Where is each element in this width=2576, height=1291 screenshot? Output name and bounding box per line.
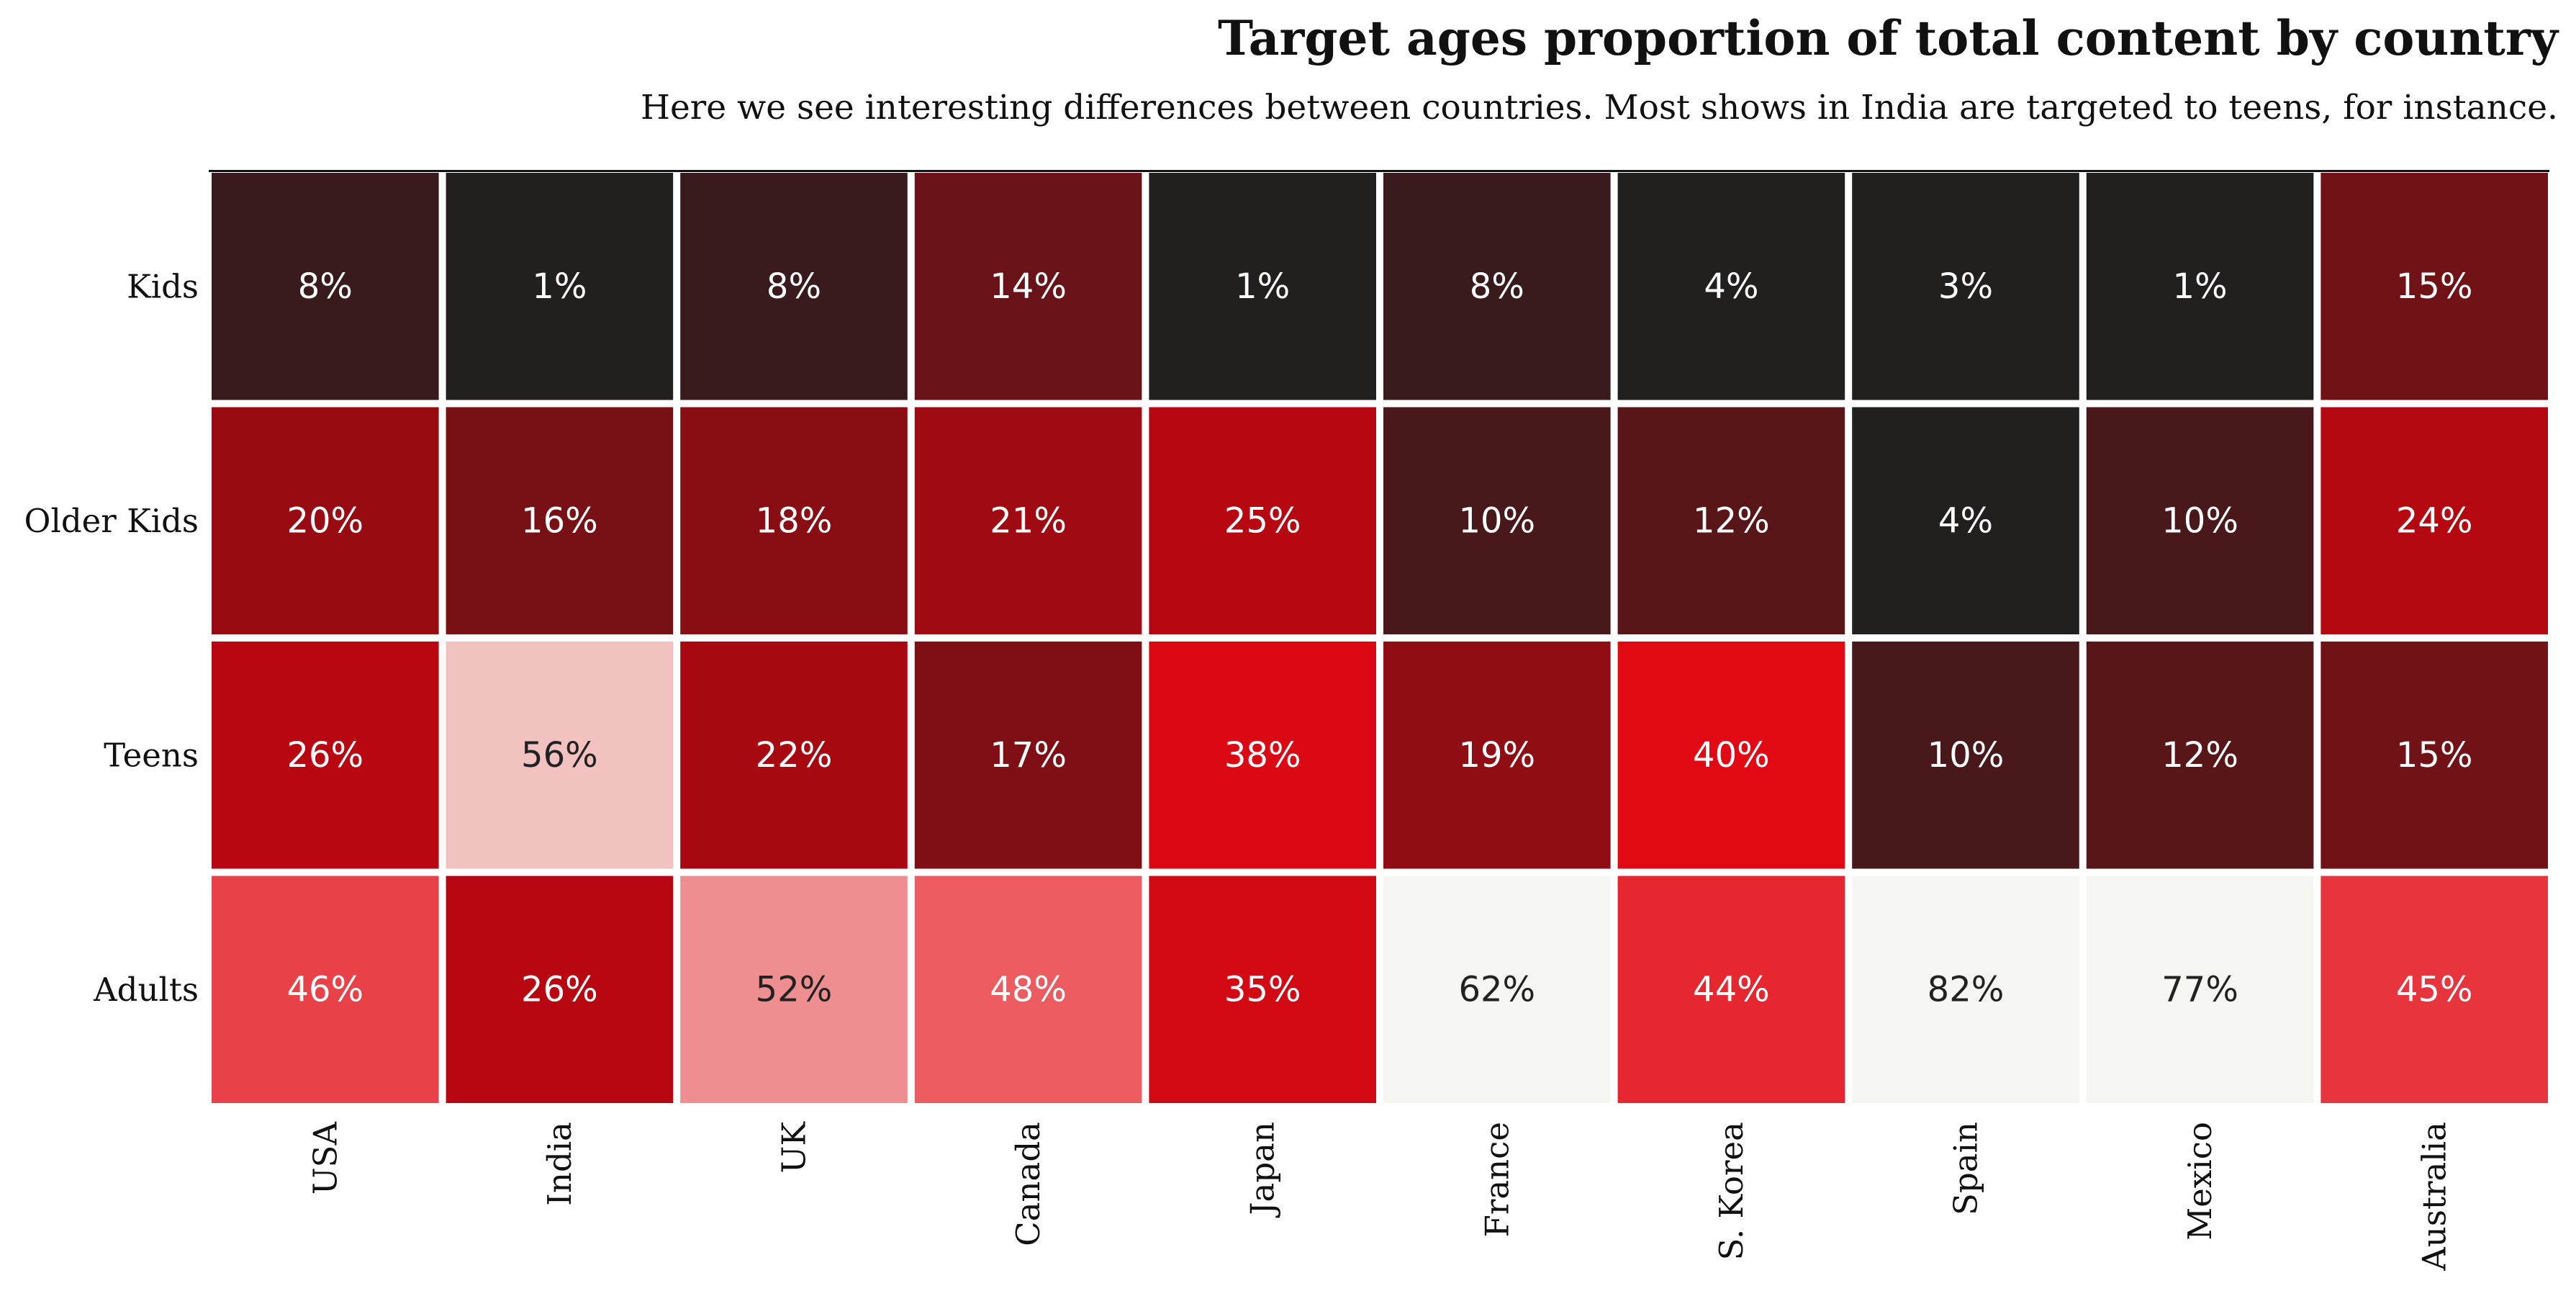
x-tick-label: USA	[306, 1121, 344, 1195]
heatmap-cell	[1383, 642, 1611, 869]
cell-value-label: 12%	[2161, 735, 2238, 775]
cell-value-label: 8%	[767, 266, 821, 307]
cell-value-label: 48%	[990, 969, 1067, 1009]
cell-value-label: 62%	[1458, 969, 1535, 1009]
heatmap-cell	[1617, 173, 1845, 400]
x-tick-label: France	[1478, 1122, 1516, 1237]
heatmap-cell	[1852, 642, 2079, 869]
heatmap-cell	[914, 642, 1142, 869]
cell-value-label: 26%	[286, 735, 363, 775]
cell-value-label: 10%	[1928, 735, 2005, 775]
heatmap-cell	[1383, 173, 1611, 400]
heatmap-cell	[914, 876, 1142, 1103]
heatmap-cell	[680, 407, 908, 634]
heatmap-cell	[1149, 876, 1376, 1103]
cell-value-label: 15%	[2396, 266, 2473, 307]
heatmap-cell	[1383, 876, 1611, 1103]
heatmap-cell	[446, 642, 674, 869]
heatmap-cell	[446, 173, 674, 400]
cell-value-label: 1%	[532, 266, 587, 307]
title-divider	[209, 170, 2549, 172]
heatmap-cell	[914, 173, 1142, 400]
y-tick-label: Teens	[104, 736, 199, 774]
heatmap-cell	[1149, 642, 1376, 869]
cell-value-label: 10%	[2161, 500, 2238, 541]
heatmap-cell	[212, 407, 439, 634]
cell-value-label: 82%	[1928, 969, 2005, 1009]
heatmap-cell	[2320, 642, 2548, 869]
x-tick-label: UK	[775, 1121, 813, 1174]
heatmap-cell	[1617, 642, 1845, 869]
heatmap-cell	[680, 876, 908, 1103]
cell-value-label: 45%	[2396, 969, 2473, 1009]
cell-value-label: 38%	[1224, 735, 1301, 775]
heatmap-cell	[680, 642, 908, 869]
cell-value-label: 16%	[521, 500, 598, 541]
x-tick-label: Japan	[1244, 1122, 1282, 1218]
cell-value-label: 8%	[1470, 266, 1524, 307]
heatmap-cell	[1852, 407, 2079, 634]
cell-value-label: 17%	[990, 735, 1067, 775]
y-tick-label: Adults	[93, 971, 199, 1009]
cell-value-label: 8%	[298, 266, 353, 307]
cell-value-label: 35%	[1224, 969, 1301, 1009]
heatmap-cell	[1852, 173, 2079, 400]
cell-value-label: 52%	[756, 969, 833, 1009]
cell-value-label: 4%	[1938, 500, 1993, 541]
heatmap-cell	[212, 173, 439, 400]
cell-value-label: 56%	[521, 735, 598, 775]
heatmap-cell	[446, 876, 674, 1103]
cell-value-label: 19%	[1458, 735, 1535, 775]
cell-value-label: 46%	[286, 969, 363, 1009]
cell-value-label: 4%	[1704, 266, 1758, 307]
heatmap-cell	[212, 876, 439, 1103]
heatmap-cell	[1149, 173, 1376, 400]
heatmap-cell	[680, 173, 908, 400]
heatmap-cell	[446, 407, 674, 634]
chart-title: Target ages proportion of total content …	[1218, 10, 2558, 66]
x-tick-label: Australia	[2415, 1122, 2454, 1272]
heatmap-cell	[914, 407, 1142, 634]
cell-value-label: 22%	[756, 735, 833, 775]
cell-value-label: 26%	[521, 969, 598, 1009]
heatmap-cell	[1852, 876, 2079, 1103]
cell-value-label: 21%	[990, 500, 1067, 541]
y-tick-label: Kids	[127, 267, 199, 305]
cell-value-label: 15%	[2396, 735, 2473, 775]
cell-value-label: 20%	[286, 500, 363, 541]
heatmap-cell	[2086, 642, 2314, 869]
cell-value-label: 1%	[2173, 266, 2228, 307]
cell-value-label: 25%	[1224, 500, 1301, 541]
cell-value-label: 24%	[2396, 500, 2473, 541]
cell-value-label: 1%	[1235, 266, 1290, 307]
cell-value-label: 10%	[1458, 500, 1535, 541]
cell-value-label: 3%	[1938, 266, 1993, 307]
x-tick-label: Canada	[1009, 1122, 1047, 1246]
cell-value-label: 40%	[1693, 735, 1770, 775]
heatmap-cell	[1617, 407, 1845, 634]
y-tick-label: Older Kids	[24, 502, 199, 540]
heatmap-cell	[1617, 876, 1845, 1103]
heatmap-cell	[2086, 407, 2314, 634]
cell-value-label: 14%	[990, 266, 1067, 307]
heatmap-cell	[2320, 173, 2548, 400]
x-tick-label: S. Korea	[1712, 1122, 1750, 1260]
heatmap-cell	[1149, 407, 1376, 634]
cell-value-label: 44%	[1693, 969, 1770, 1009]
cell-value-label: 18%	[756, 500, 833, 541]
cell-value-label: 77%	[2161, 969, 2238, 1009]
heatmap-cell	[2086, 876, 2314, 1103]
x-tick-label: Spain	[1947, 1122, 1985, 1215]
heatmap-cell	[1383, 407, 1611, 634]
x-tick-label: India	[541, 1122, 579, 1206]
x-tick-label: Mexico	[2181, 1122, 2219, 1241]
heatmap-cell	[212, 642, 439, 869]
chart-subtitle: Here we see interesting differences betw…	[640, 88, 2558, 127]
heatmap-cell	[2320, 407, 2548, 634]
heatmap-cell	[2320, 876, 2548, 1103]
cell-value-label: 12%	[1693, 500, 1770, 541]
heatmap-cell	[2086, 173, 2314, 400]
